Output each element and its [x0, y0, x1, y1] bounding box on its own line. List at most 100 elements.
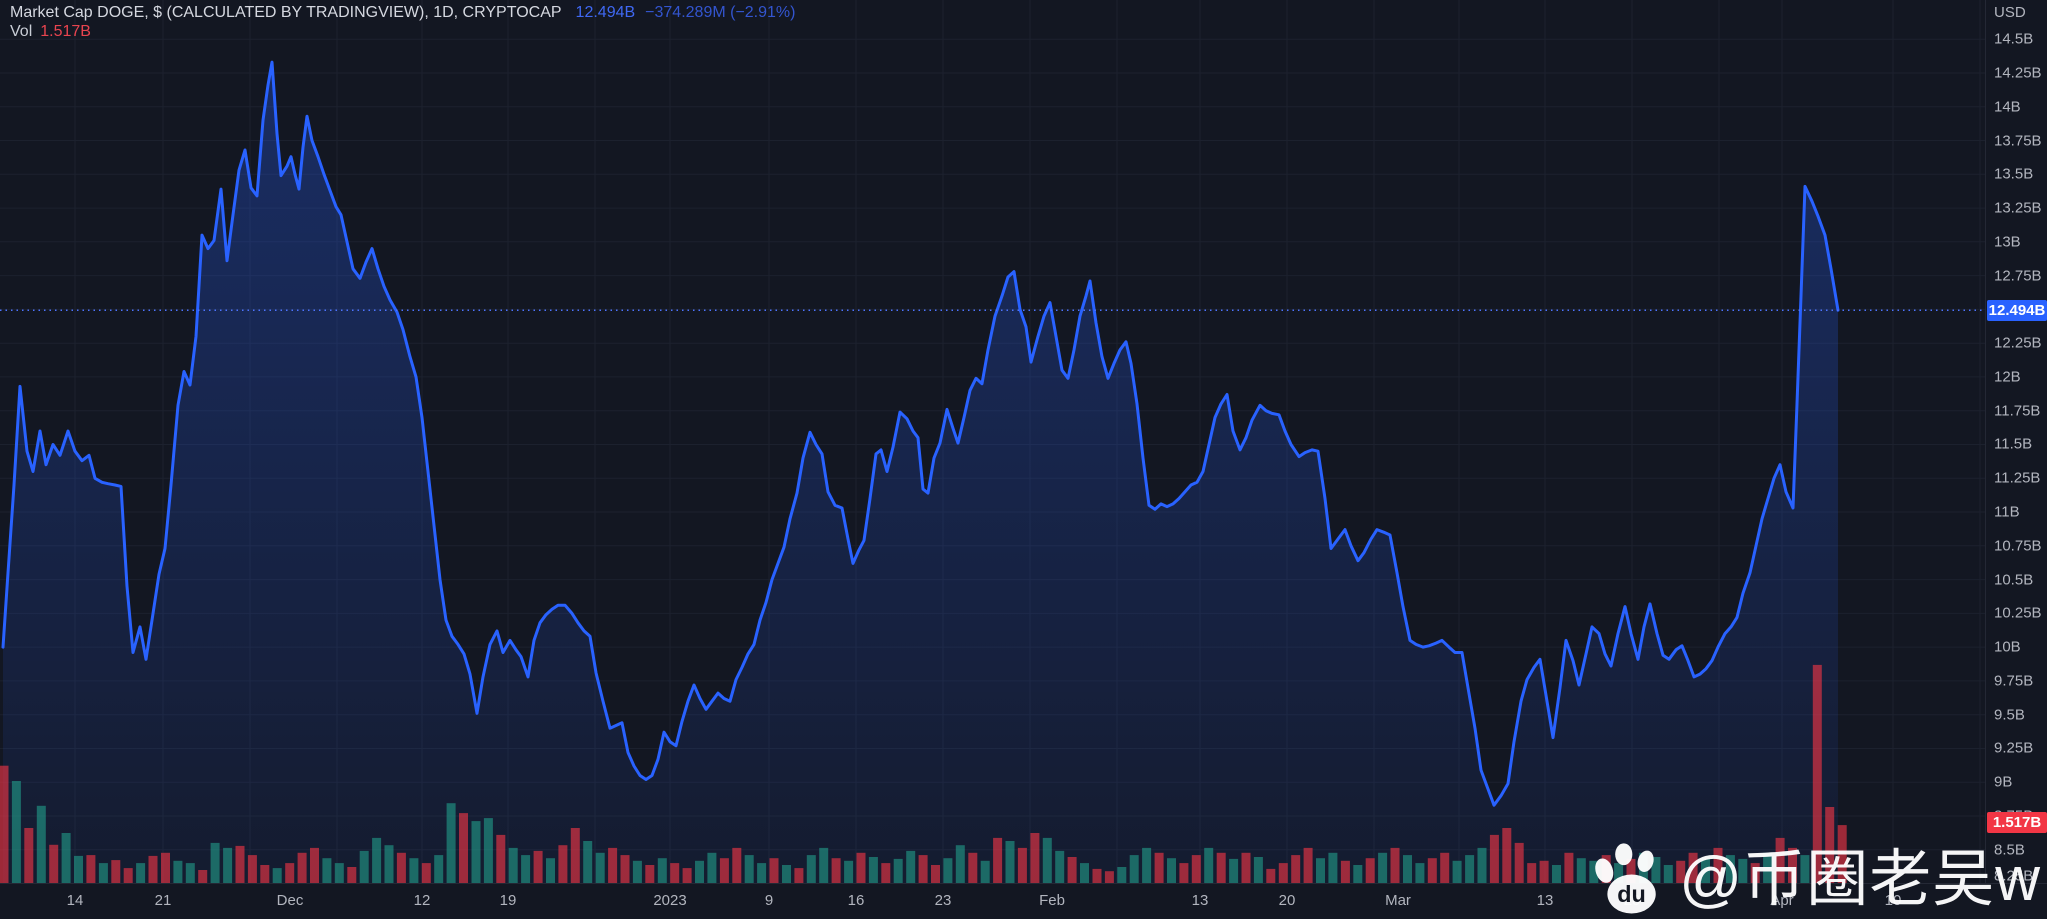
volume-bar — [819, 847, 829, 883]
volume-bar — [1291, 855, 1301, 883]
volume-bar — [1253, 857, 1263, 883]
volume-value: 1.517B — [40, 23, 91, 40]
y-axis-label: 14.5B — [1994, 30, 2034, 48]
volume-bar — [1142, 847, 1152, 883]
x-axis-label: 16 — [847, 892, 865, 909]
volume-bar — [806, 855, 816, 883]
volume-bar — [1179, 863, 1189, 883]
volume-label[interactable]: Vol — [10, 23, 33, 40]
volume-bar — [210, 842, 220, 883]
currency-unit-label: USD — [1994, 4, 2026, 21]
volume-bar — [1837, 825, 1847, 883]
svg-text:du: du — [1618, 881, 1647, 907]
volume-bar — [1614, 863, 1624, 883]
volume-bar — [372, 837, 382, 883]
y-axis-label: 11B — [1994, 503, 2020, 521]
volume-bar — [782, 865, 791, 883]
volume-bar — [347, 867, 357, 883]
volume-bar — [1427, 858, 1437, 883]
volume-bar — [1489, 834, 1499, 883]
volume-bar — [558, 845, 568, 883]
volume-bar — [1651, 857, 1661, 883]
volume-bar — [1266, 868, 1276, 883]
volume-bar — [1129, 855, 1139, 883]
x-axis-label: 19 — [499, 892, 517, 909]
market-cap-area-chart[interactable] — [0, 0, 1985, 883]
y-axis-label: 13B — [1994, 233, 2021, 251]
volume-bar — [1390, 847, 1400, 883]
volume-bar — [1576, 858, 1586, 883]
volume-bar — [198, 870, 208, 883]
price-scale[interactable]: USD 14.5B 14.25B 14B 13.75B 13.5B 13.25B 13B 12… — [1985, 0, 2047, 885]
volume-bar — [61, 833, 71, 883]
x-axis-label: Dec — [276, 892, 304, 909]
volume-bar — [868, 857, 878, 883]
volume-bar — [670, 863, 680, 883]
volume-bar — [955, 845, 965, 883]
chart-pane[interactable] — [0, 0, 1985, 883]
volume-bar — [471, 821, 481, 883]
volume-bar — [1154, 852, 1164, 883]
volume-bar — [1353, 865, 1363, 883]
y-axis-label: 14.25B — [1994, 64, 2042, 82]
volume-bar — [1055, 850, 1065, 883]
volume-bar — [136, 863, 146, 883]
y-axis-label: 12.25B — [1994, 334, 2042, 352]
volume-bar — [24, 828, 34, 883]
volume-bar — [1763, 852, 1773, 883]
volume-bar — [881, 863, 891, 883]
volume-bar — [918, 855, 928, 883]
y-axis-label: 13.5B — [1994, 165, 2034, 183]
volume-bar — [1825, 807, 1835, 883]
y-axis-label: 9.75B — [1994, 672, 2034, 690]
volume-bar — [980, 860, 990, 883]
volume-bar — [583, 841, 593, 883]
volume-bar — [1750, 863, 1760, 883]
volume-bar — [608, 847, 618, 883]
volume-bar — [1030, 833, 1040, 883]
legend: Market Cap DOGE, $ (CALCULATED BY TRADIN… — [10, 3, 795, 41]
volume-bar — [1340, 860, 1350, 883]
volume-bar — [1800, 855, 1810, 883]
volume-bar — [1042, 837, 1052, 883]
volume-bar — [1465, 855, 1475, 883]
x-axis-label: 13 — [1536, 892, 1554, 909]
time-scale[interactable]: 1421Dec1219202391623Feb1320Mar1320Apr10 — [0, 883, 2047, 919]
volume-bar — [695, 860, 704, 883]
volume-bar — [272, 868, 282, 883]
volume-bar — [856, 852, 866, 883]
volume-bar — [645, 865, 655, 883]
y-axis-label: 9B — [1994, 773, 2013, 791]
volume-bar — [297, 852, 307, 883]
watermark: du @币圈老吴w — [1591, 841, 2041, 919]
volume-bar — [1713, 847, 1723, 883]
volume-bar — [1688, 852, 1698, 883]
x-axis-label: 10 — [1884, 892, 1902, 909]
volume-bar — [434, 855, 444, 883]
volume-bar — [334, 863, 344, 883]
volume-bar — [993, 837, 1003, 883]
volume-bar — [310, 847, 319, 883]
volume-bar — [968, 852, 978, 883]
volume-bar — [533, 850, 543, 883]
volume-bar — [1092, 868, 1102, 883]
symbol-title[interactable]: Market Cap DOGE, $ (CALCULATED BY TRADIN… — [10, 4, 562, 21]
volume-bar — [260, 865, 270, 883]
volume-bar — [173, 860, 183, 883]
volume-bar — [74, 855, 83, 883]
volume-bar — [1328, 852, 1338, 883]
volume-bar — [769, 858, 779, 883]
volume-bar — [1452, 860, 1462, 883]
volume-bar — [1775, 837, 1785, 883]
volume-bar — [719, 858, 729, 883]
volume-bar — [831, 858, 841, 883]
x-axis-label: 20 — [1278, 892, 1296, 909]
volume-bar — [86, 855, 96, 883]
volume-bar — [1080, 863, 1089, 883]
volume-bar — [223, 847, 233, 883]
y-axis-label: 9.5B — [1994, 706, 2025, 724]
volume-bar — [459, 813, 468, 883]
volume-bar — [732, 847, 742, 883]
y-axis-label: 10.5B — [1994, 571, 2034, 589]
